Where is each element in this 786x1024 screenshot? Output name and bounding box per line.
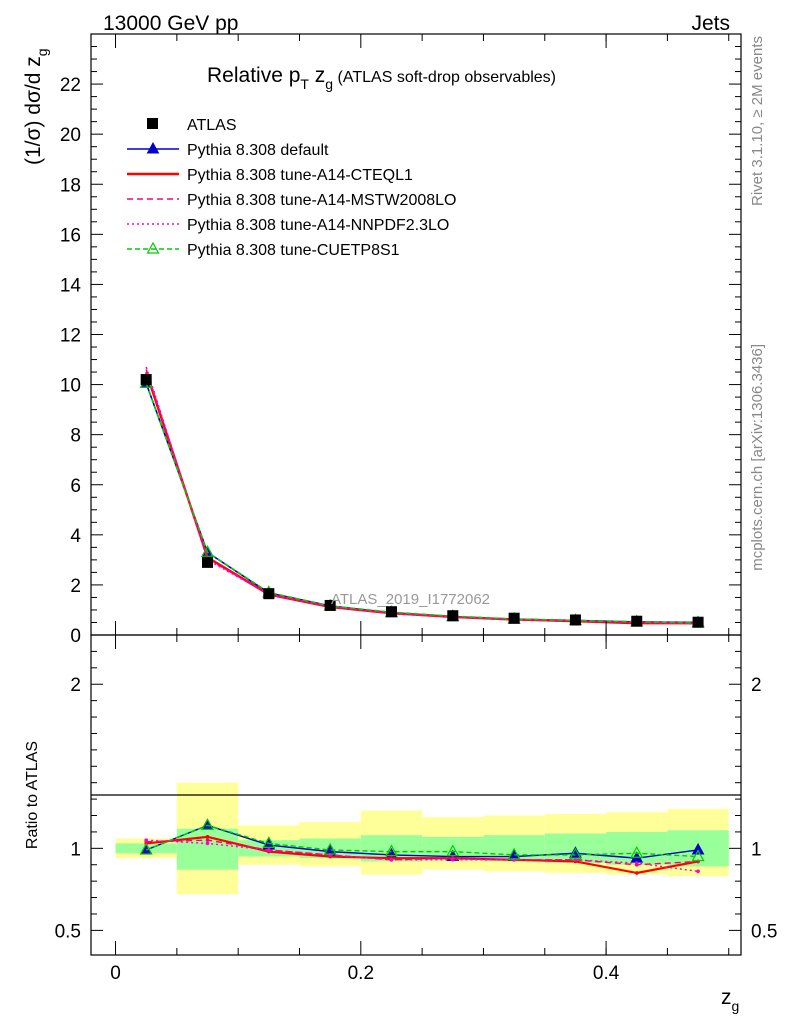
ratio-series-layer bbox=[139, 818, 705, 875]
analysis-watermark: ATLAS_2019_I1772062 bbox=[331, 591, 490, 608]
data-point bbox=[508, 612, 520, 624]
data-point bbox=[202, 556, 214, 568]
series-point-5 bbox=[200, 545, 215, 557]
ratio-y-axis-label: Ratio to ATLAS bbox=[24, 741, 41, 849]
y-tick-label: 10 bbox=[60, 376, 81, 397]
data-point bbox=[263, 588, 275, 600]
data-point bbox=[692, 616, 704, 628]
legend: ATLAS Pythia 8.308 default Pythia 8.308 tu… bbox=[127, 117, 456, 259]
rivet-label: Rivet 3.1.10, ≥ 2M events bbox=[749, 36, 766, 206]
mcplots-label: mcplots.cern.ch [arXiv:1306.3436] bbox=[749, 344, 766, 571]
ratio-point-4 bbox=[144, 838, 148, 842]
y-tick-label: 22 bbox=[60, 75, 81, 96]
ratio-line-4 bbox=[146, 839, 699, 873]
title-tail: z bbox=[309, 64, 325, 87]
x-tick-label: 0.4 bbox=[593, 963, 620, 984]
y-tick-label: 18 bbox=[60, 175, 81, 196]
title-main-sub: T bbox=[300, 76, 309, 92]
x-axis-label-main: z bbox=[721, 986, 732, 1009]
ratio-point-5 bbox=[507, 847, 521, 860]
y-tick-label: 4 bbox=[70, 526, 81, 547]
y-tick-label: 16 bbox=[60, 225, 81, 246]
data-point bbox=[631, 615, 643, 627]
ratio-tick-label-right: 0.5 bbox=[751, 921, 777, 942]
ratio-point-4 bbox=[267, 848, 271, 852]
series-line-1 bbox=[145, 383, 699, 624]
x-tick-label: 0.2 bbox=[348, 963, 374, 984]
ratio-tick-label: 0.5 bbox=[55, 921, 81, 942]
ratio-line-5 bbox=[145, 824, 699, 858]
header-left: 13000 GeV pp bbox=[103, 12, 238, 35]
data-point bbox=[385, 606, 397, 618]
y-tick-label: 0 bbox=[70, 626, 81, 647]
y-axis-label-sub: g bbox=[34, 48, 50, 56]
ratio-point-2 bbox=[634, 871, 639, 875]
y-tick-label: 2 bbox=[70, 576, 81, 597]
y-tick-label: 6 bbox=[70, 476, 81, 497]
ratio-point-4 bbox=[450, 858, 455, 862]
ratio-point-3 bbox=[205, 838, 210, 842]
legend-label-1: Pythia 8.308 default bbox=[187, 142, 329, 159]
ratio-point-5 bbox=[384, 844, 398, 857]
legend-marker-1 bbox=[146, 141, 160, 154]
data-point bbox=[447, 610, 459, 622]
title-main: Relative p bbox=[207, 64, 300, 87]
y-axis-label: (1/σ) dσ/d zg bbox=[22, 48, 50, 165]
ratio-point-5 bbox=[139, 842, 153, 855]
ratio-band-inner bbox=[422, 836, 484, 860]
header-right: Jets bbox=[691, 12, 730, 35]
ratio-tick-label-right: 1 bbox=[751, 839, 762, 860]
ratio-band-inner bbox=[176, 828, 239, 870]
y-axis-label-main: (1/σ) dσ/d z bbox=[22, 56, 45, 165]
ratio-point-1 bbox=[691, 842, 705, 855]
ratio-point-5 bbox=[323, 842, 337, 855]
y-tick-label: 14 bbox=[60, 275, 82, 296]
ratio-point-4 bbox=[696, 869, 700, 874]
legend-marker-5 bbox=[146, 241, 160, 254]
x-tick-label: 0 bbox=[110, 963, 121, 984]
y-tick-label: 20 bbox=[60, 125, 81, 146]
title-tail-sub: g bbox=[325, 76, 333, 92]
legend-label-5: Pythia 8.308 tune-CUETP8S1 bbox=[187, 242, 400, 259]
data-point bbox=[140, 374, 152, 386]
ratio-point-4 bbox=[389, 858, 394, 862]
legend-label-2: Pythia 8.308 tune-A14-CTEQL1 bbox=[187, 167, 413, 184]
chart-title: Relative pT zg (ATLAS soft-drop observab… bbox=[207, 64, 556, 92]
ratio-tick-label: 2 bbox=[70, 675, 81, 696]
legend-marker-data bbox=[147, 118, 158, 129]
ratio-point-5 bbox=[262, 836, 276, 849]
ratio-line-3 bbox=[146, 839, 699, 866]
legend-label-3: Pythia 8.308 tune-A14-MSTW2008LO bbox=[187, 192, 456, 209]
legend-label-4: Pythia 8.308 tune-A14-NNPDF2.3LO bbox=[187, 217, 449, 234]
y-tick-label: 12 bbox=[60, 326, 81, 347]
data-point bbox=[324, 599, 336, 611]
series-line-4 bbox=[145, 366, 699, 625]
title-small: (ATLAS soft-drop observables) bbox=[333, 69, 556, 86]
legend-label-data: ATLAS bbox=[187, 117, 237, 134]
y-tick-label: 8 bbox=[70, 426, 81, 447]
data-points-layer bbox=[140, 374, 704, 628]
series-line-2 bbox=[145, 371, 699, 625]
ratio-tick-label-right: 2 bbox=[751, 675, 762, 696]
x-axis-label-sub: g bbox=[732, 998, 740, 1014]
ratio-point-5 bbox=[200, 818, 215, 830]
ratio-line-2 bbox=[146, 835, 699, 875]
ratio-point-5 bbox=[568, 847, 582, 860]
ratio-frame bbox=[90, 634, 742, 956]
ratio-point-4 bbox=[634, 861, 639, 865]
x-axis-label: zg bbox=[721, 986, 739, 1014]
main-series-layer bbox=[139, 366, 705, 628]
ratio-point-2 bbox=[205, 835, 210, 839]
data-point bbox=[569, 614, 581, 626]
ratio-line-1 bbox=[145, 824, 699, 859]
ratio-point-4 bbox=[205, 841, 210, 846]
series-line-5 bbox=[145, 383, 699, 624]
ratio-point-5 bbox=[691, 849, 705, 862]
ratio-point-5 bbox=[630, 846, 644, 858]
series-line-3 bbox=[145, 369, 699, 625]
ratio-tick-label: 1 bbox=[70, 839, 81, 860]
ratio-point-5 bbox=[446, 844, 460, 857]
